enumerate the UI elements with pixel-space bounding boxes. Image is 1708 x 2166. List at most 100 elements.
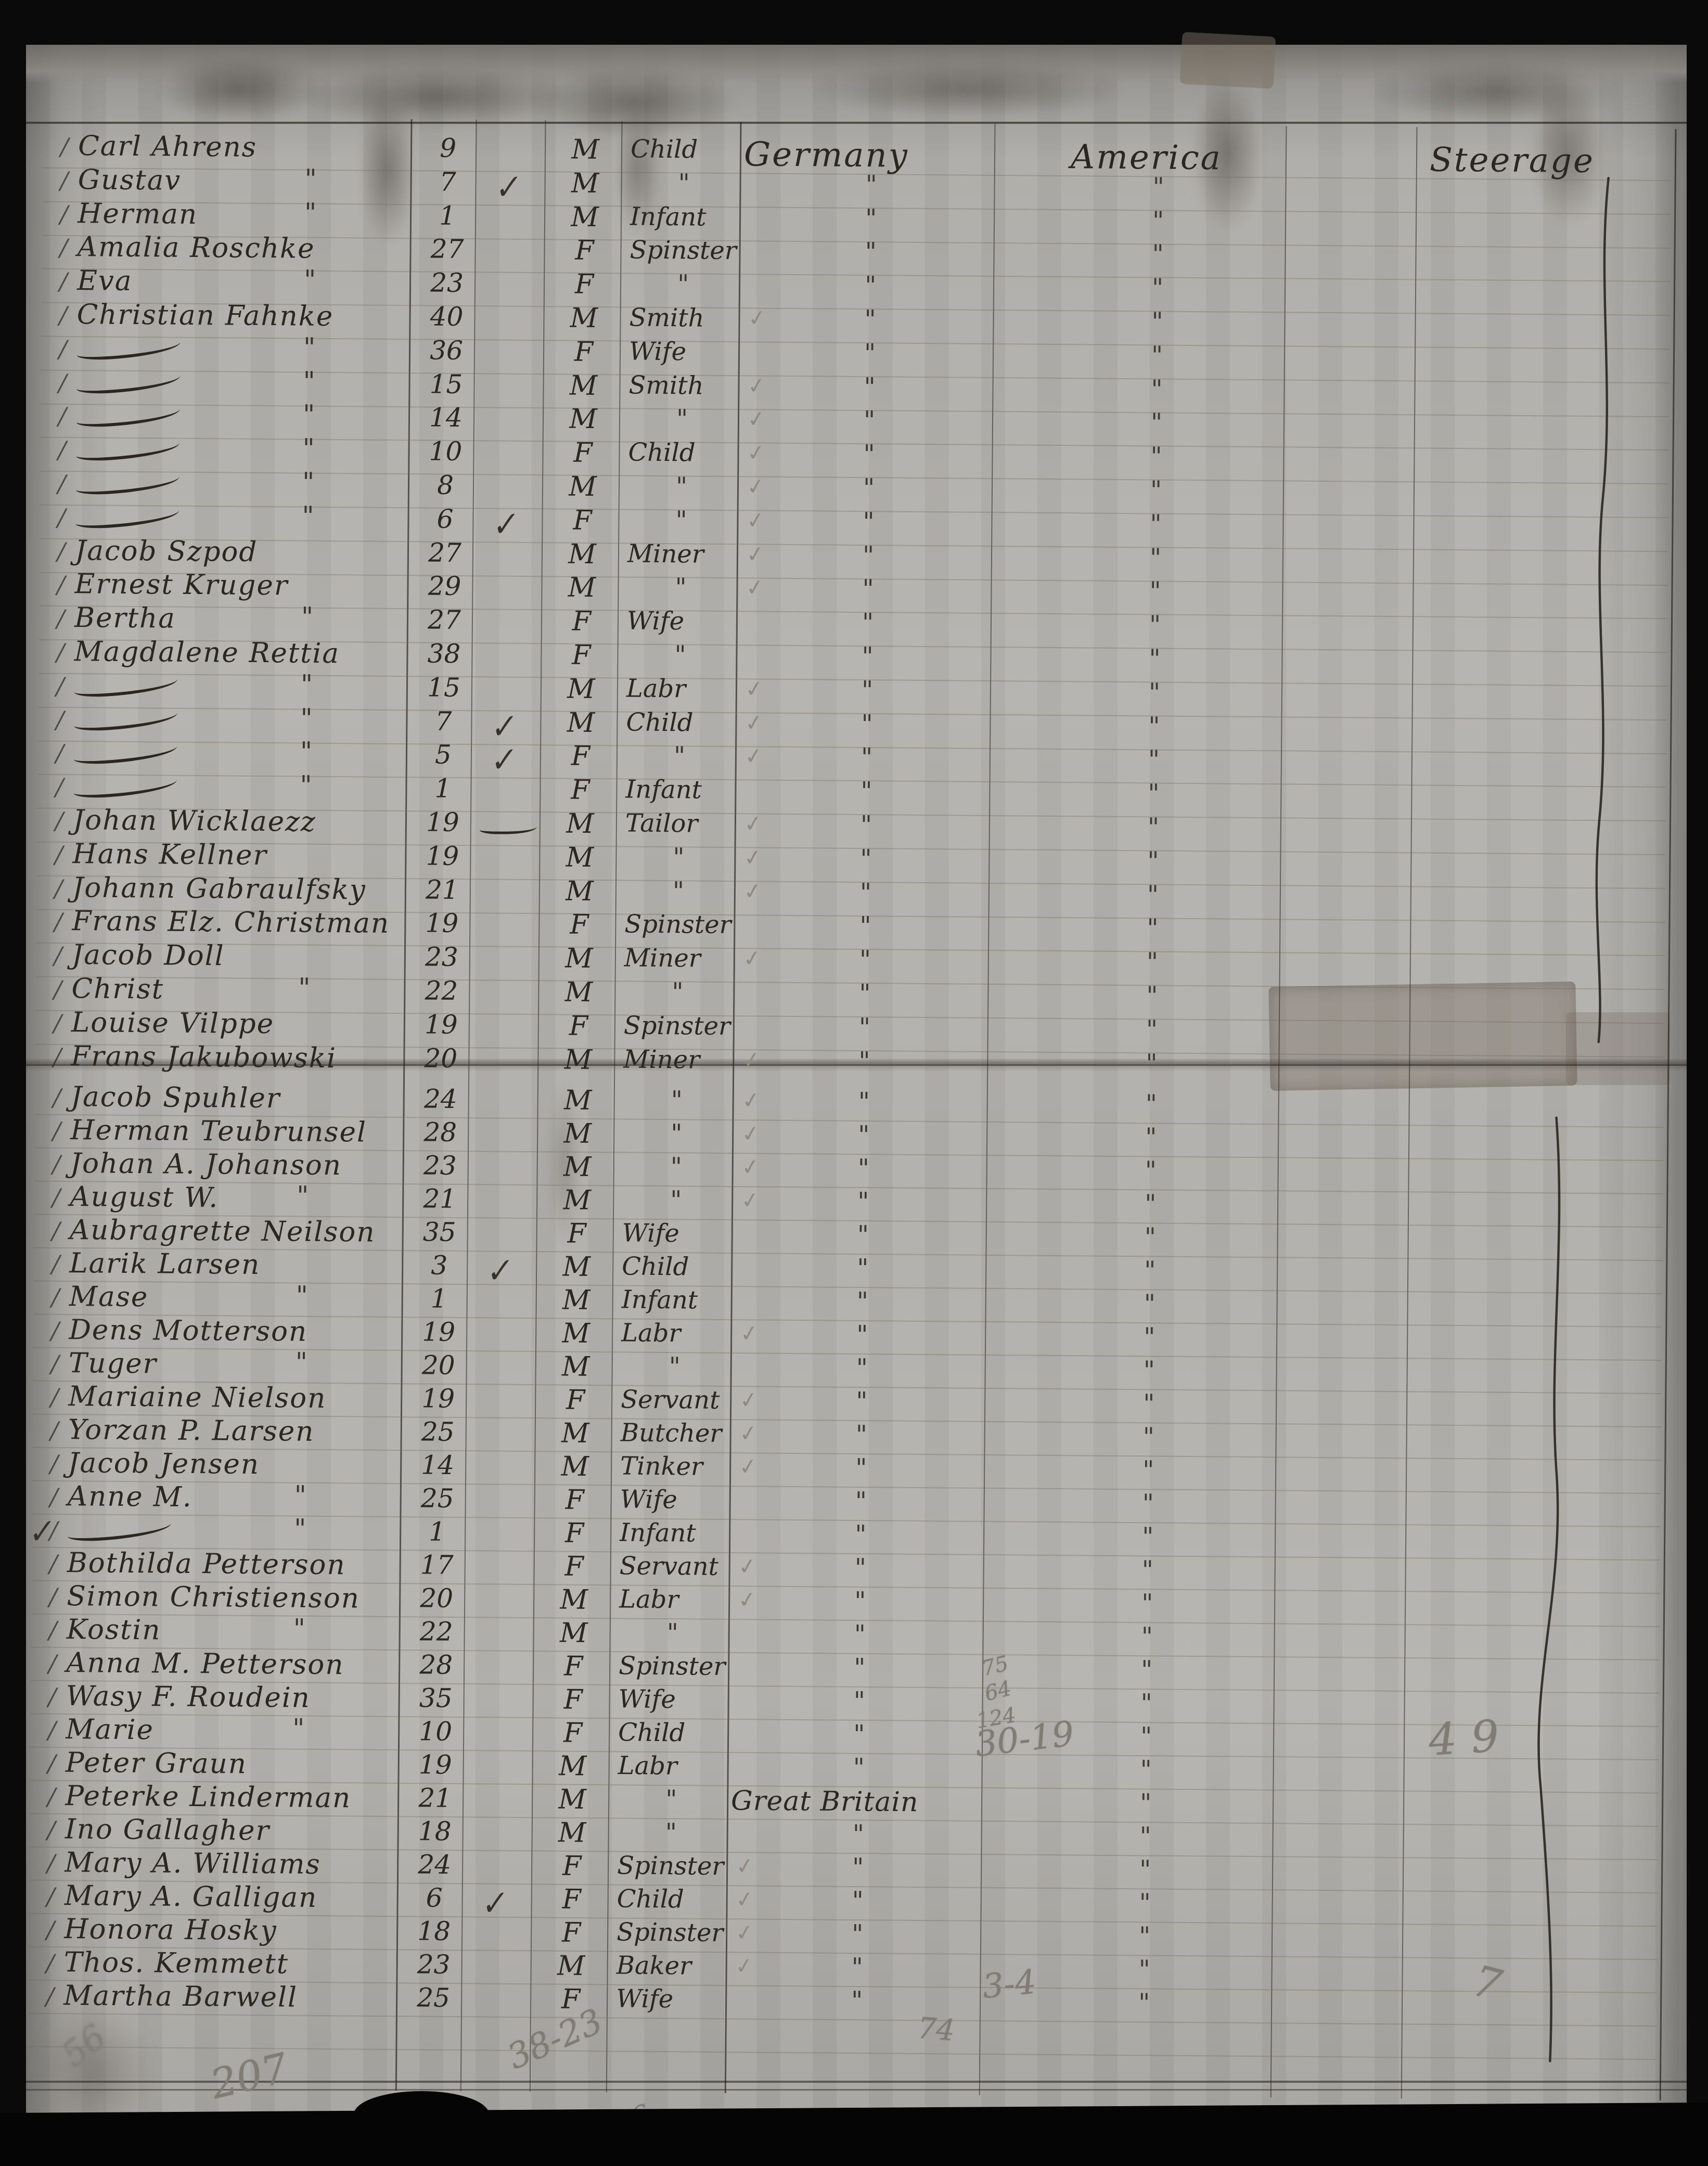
occupation-value: Child — [618, 1718, 686, 1748]
country-ditto-mark: " — [851, 1986, 863, 2016]
passenger-name: Amalia Roschke — [59, 231, 413, 265]
age-value: 35 — [419, 1683, 453, 1713]
age-value: 35 — [422, 1217, 456, 1247]
age-value: 22 — [425, 975, 458, 1006]
passenger-name: Eva" — [59, 265, 413, 299]
pencil-checkmark: ✓ — [746, 371, 767, 399]
destination-ditto-mark: " — [1150, 475, 1162, 505]
occupation-ditto-mark: " — [670, 1185, 682, 1215]
pencil-checkmark: ✓ — [742, 877, 764, 905]
age-value: 28 — [423, 1117, 457, 1148]
country-ditto-mark: " — [864, 372, 876, 402]
sex-value: M — [566, 842, 594, 873]
occupation-ditto-mark: " — [678, 169, 690, 198]
passenger-name: Thos. Kemmett — [46, 1946, 400, 1981]
occupation-value: Smith — [628, 370, 704, 401]
occupation-value: Spinster — [617, 1851, 724, 1881]
sex-value: F — [573, 437, 593, 469]
country-ditto-mark: " — [861, 675, 874, 705]
sex-value: M — [558, 1817, 586, 1849]
sex-value: M — [561, 1351, 590, 1383]
country-ditto-mark: " — [862, 642, 874, 672]
age-value: 14 — [421, 1450, 455, 1480]
bottom-ledger-rule — [26, 2081, 1687, 2083]
occupation-value: Miner — [624, 943, 701, 973]
occupation-value: Tinker — [620, 1451, 703, 1481]
sex-value: M — [564, 976, 593, 1008]
occupation-value: Wife — [622, 1218, 679, 1248]
passenger-name: Aubragrette Neilson — [52, 1214, 406, 1248]
name-flourish-dash — [76, 334, 182, 362]
age-value: 19 — [422, 1317, 456, 1347]
destination-ditto-mark: " — [1149, 576, 1161, 606]
country-ditto-mark: " — [861, 777, 872, 806]
passenger-name: Marie" — [48, 1713, 402, 1748]
occupation-value: Labr — [618, 1751, 678, 1781]
country-ditto-mark: " — [857, 1153, 870, 1183]
destination-ditto-mark: " — [1138, 1922, 1151, 1951]
age-value: 21 — [425, 874, 459, 905]
occupation-value: Labr — [626, 674, 686, 704]
occupation-value: Wife — [620, 1485, 677, 1515]
passenger-name: Hans Kellner — [55, 838, 408, 872]
destination-ditto-mark: " — [1151, 374, 1163, 404]
country-ditto-mark: " — [863, 473, 875, 503]
age-value: 36 — [430, 335, 464, 366]
occupation-ditto-mark: " — [672, 876, 685, 906]
country-ditto-mark: " — [852, 1886, 864, 1916]
pencil-checkmark: ✓ — [745, 439, 767, 467]
passenger-name: " — [58, 433, 412, 468]
sex-value: F — [564, 1551, 584, 1582]
occupation-value: Child — [622, 1252, 689, 1282]
destination-ditto-mark: " — [1149, 610, 1161, 640]
age-value: 19 — [426, 841, 459, 871]
name-flourish-dash — [67, 1516, 172, 1543]
sex-value: F — [562, 1850, 582, 1882]
destination-ditto-mark: " — [1139, 1855, 1151, 1885]
name-ditto-mark: " — [303, 264, 317, 295]
sex-value: F — [562, 1884, 581, 1915]
passenger-name: Jacob Jensen — [50, 1447, 404, 1481]
passenger-name: " — [57, 500, 411, 535]
name-ditto-mark: " — [304, 197, 318, 228]
age-value: 19 — [424, 1009, 458, 1040]
pencil-checkmark: ✓ — [740, 1046, 762, 1074]
pencil-checkmark: ✓ — [744, 506, 766, 534]
age-value: 21 — [423, 1183, 457, 1214]
pencil-annotation: 207 — [206, 2044, 293, 2109]
country-ditto-mark: " — [857, 1187, 869, 1217]
name-flourish-dash — [75, 402, 181, 430]
name-ditto-mark: " — [300, 703, 314, 733]
sex-value: F — [564, 1517, 584, 1549]
pencil-checkmark: ✓ — [743, 675, 765, 703]
destination-ditto-mark: " — [1140, 1755, 1152, 1785]
destination-ditto-mark: " — [1142, 1422, 1155, 1452]
destination-ditto-mark: " — [1149, 543, 1162, 573]
name-flourish-dash — [75, 470, 181, 497]
destination-ditto-mark: " — [1146, 981, 1158, 1011]
pencil-checkmark: ✓ — [746, 405, 767, 433]
occupation-value: Child — [626, 707, 694, 738]
pencil-checkmark: ✓ — [737, 1452, 759, 1480]
sex-value: M — [569, 370, 598, 402]
destination-ditto-mark: " — [1141, 1522, 1154, 1552]
country-ditto-mark: " — [865, 203, 877, 233]
name-ditto-mark: " — [300, 736, 314, 767]
country-ditto-mark: " — [863, 406, 876, 435]
name-ditto-mark: " — [298, 972, 312, 1003]
name-ditto-mark: " — [300, 770, 313, 801]
passenger-name: Frans Jakubowski — [53, 1040, 407, 1074]
occupation-value: Labr — [619, 1584, 679, 1615]
passenger-name: " — [49, 1514, 403, 1548]
passenger-name: Magdalene Rettia — [56, 636, 410, 670]
sex-value: M — [562, 1318, 590, 1349]
name-ditto-mark: " — [300, 669, 314, 700]
sex-value: M — [563, 1184, 592, 1216]
pencil-checkmark: ✓ — [740, 1086, 762, 1114]
name-ditto-mark: " — [295, 1347, 309, 1377]
age-value: 6 — [436, 504, 454, 534]
manifest-page: Carl Ahrens9MChildGermanyAmericaSteerage… — [24, 32, 1687, 2146]
name-flourish-dash — [75, 368, 181, 396]
destination-ditto-mark: " — [1139, 1888, 1151, 1918]
passenger-name: Jacob Szpod — [57, 534, 411, 569]
